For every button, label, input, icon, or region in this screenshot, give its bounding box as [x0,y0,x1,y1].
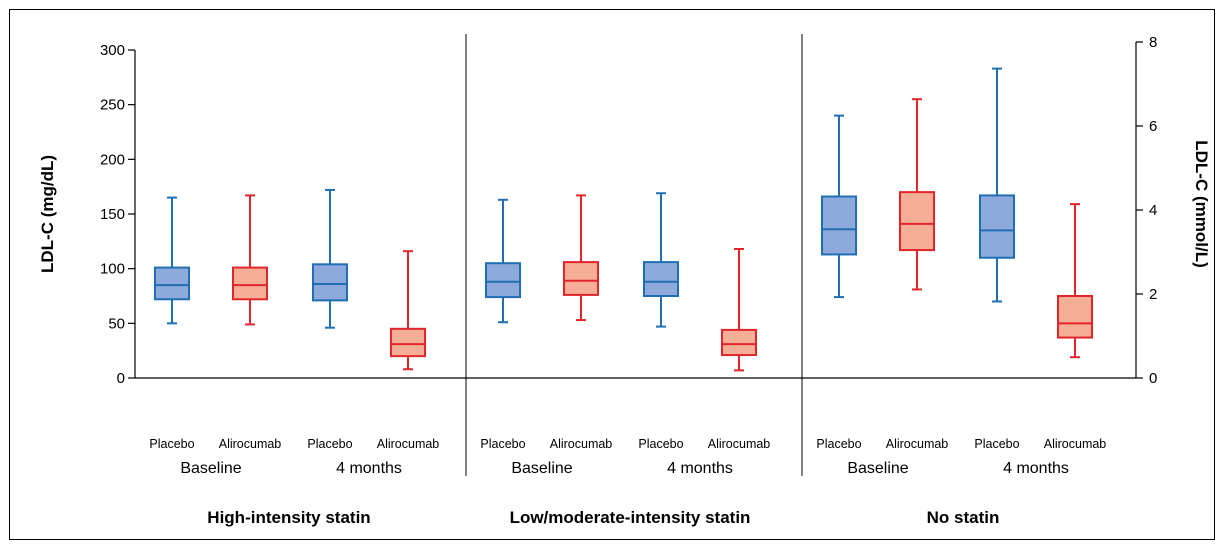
right-tick-label: 2 [1149,286,1157,303]
box-placebo [312,188,348,329]
box-placebo [154,196,190,325]
box-placebo [643,192,679,328]
right-tick-label: 0 [1149,370,1157,387]
left-tick-label: 150 [100,206,125,223]
timepoint-label: Baseline [847,460,908,477]
treatment-label: Placebo [974,437,1019,451]
iqr-box [390,327,426,358]
treatment-label: Alirocumab [219,437,282,451]
iqr-box [979,194,1015,259]
group-label: No statin [927,508,1000,527]
category-labels: Placebo Alirocumab Baseline Placebo Alirocum… [149,437,1106,527]
right-y-axis: 0 2 4 6 8 LDL-C (mmol/L) [1135,34,1211,387]
treatment-label: Alirocumab [708,437,771,451]
box-alirocumab [390,250,426,371]
timepoint-label: Baseline [511,460,572,477]
left-tick-label: 300 [100,42,125,59]
timepoint-label: Baseline [180,460,241,477]
right-tick-label: 6 [1149,118,1157,135]
treatment-label: Alirocumab [377,437,440,451]
left-tick-label: 200 [100,151,125,168]
right-tick-label: 4 [1149,202,1157,219]
timepoint-label: 4 months [667,460,733,477]
iqr-box [721,328,757,357]
box-alirocumab [721,247,757,372]
iqr-box [821,195,857,256]
iqr-box [232,266,268,301]
iqr-box [485,262,521,299]
group-label: Low/moderate-intensity statin [510,508,751,527]
left-tick-label: 100 [100,261,125,278]
timepoint-label: 4 months [336,460,402,477]
timepoint-label: 4 months [1003,460,1069,477]
treatment-label: Placebo [480,437,525,451]
right-tick-label: 8 [1149,34,1157,51]
left-tick-label: 50 [108,315,125,332]
left-y-axis: 0 50 100 150 200 250 300 LDL-C (mg/dL) [38,42,136,387]
iqr-box [1057,295,1093,339]
iqr-box [643,261,679,297]
box-alirocumab [1057,203,1093,359]
box-alirocumab [899,98,935,291]
box-alirocumab [232,194,268,326]
treatment-label: Placebo [638,437,683,451]
iqr-box [563,261,599,296]
left-y-ticks: 0 50 100 150 200 250 300 [100,42,135,387]
figure-border [9,9,1215,540]
iqr-box [899,191,935,252]
treatment-label: Placebo [149,437,194,451]
treatment-label: Alirocumab [550,437,613,451]
group-dividers [465,34,803,476]
box-alirocumab [563,194,599,322]
iqr-box [154,266,190,301]
left-y-axis-title: LDL-C (mg/dL) [38,155,57,273]
right-y-ticks: 0 2 4 6 8 [1136,34,1157,387]
treatment-label: Alirocumab [886,437,949,451]
box-placebo [821,114,857,299]
treatment-label: Placebo [307,437,352,451]
iqr-box [312,263,348,302]
left-tick-label: 250 [100,97,125,114]
group-label: High-intensity statin [207,508,370,527]
treatment-label: Placebo [816,437,861,451]
left-tick-label: 0 [117,370,125,387]
right-y-axis-title: LDL-C (mmol/L) [1192,140,1211,267]
box-placebo [485,198,521,324]
box-series [154,67,1093,372]
treatment-label: Alirocumab [1044,437,1107,451]
box-placebo [979,67,1015,303]
